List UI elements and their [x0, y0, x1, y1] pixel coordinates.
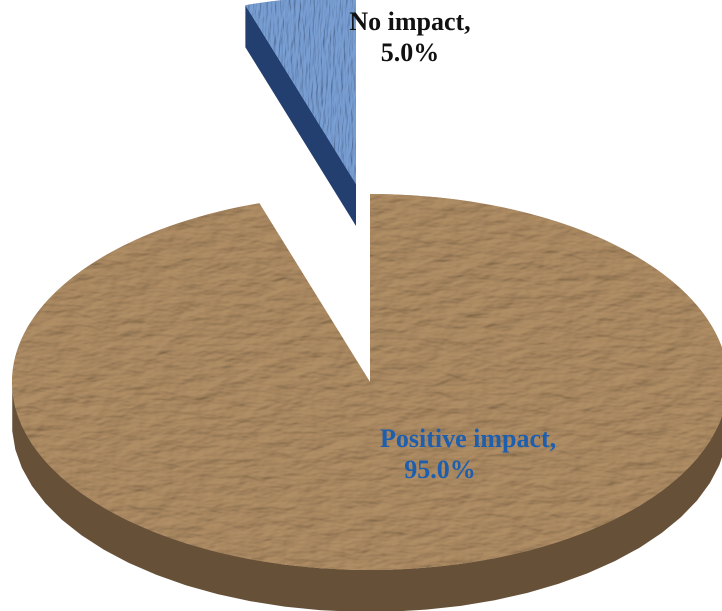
slice-label-text: No impact, [349, 7, 471, 36]
slice-value-text: 5.0% [380, 38, 440, 67]
slice-label-no-impact: No impact, 5.0% [310, 6, 510, 68]
pie-slice-texture-positive-impact [12, 194, 722, 570]
pie-slice-texture-no-impact [245, 0, 356, 184]
slice-label-text: Positive impact, [380, 424, 557, 453]
slice-value-text: 95.0% [404, 455, 476, 484]
slice-label-positive-impact: Positive impact, 95.0% [380, 423, 557, 485]
pie-slice-side-positive-impact [12, 388, 722, 611]
pie-slice-wall-no-impact [245, 5, 356, 227]
